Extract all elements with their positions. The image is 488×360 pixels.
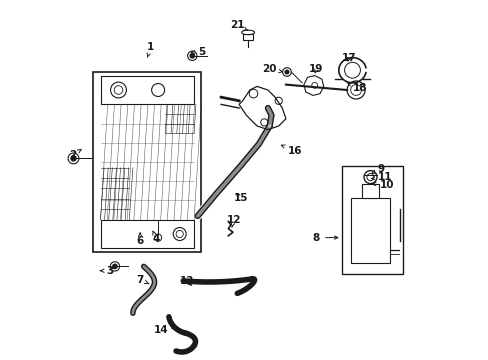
Text: 11: 11	[371, 172, 391, 182]
Text: 4: 4	[152, 231, 160, 244]
Ellipse shape	[241, 30, 254, 35]
Text: 2: 2	[69, 149, 81, 160]
Text: 7: 7	[136, 275, 149, 285]
Bar	[361, 184, 379, 198]
Text: 12: 12	[226, 215, 241, 228]
Bar	[242, 34, 253, 40]
Circle shape	[113, 264, 117, 269]
Text: 21: 21	[229, 20, 247, 30]
Circle shape	[71, 156, 76, 161]
Text: 9: 9	[371, 164, 384, 174]
Text: 8: 8	[312, 233, 337, 243]
Text: 14: 14	[154, 325, 174, 336]
Text: 6: 6	[136, 233, 143, 246]
Text: 16: 16	[281, 145, 302, 156]
Text: 10: 10	[372, 180, 393, 190]
Text: 19: 19	[309, 64, 323, 74]
Bar	[101, 220, 194, 248]
Text: 18: 18	[346, 83, 366, 93]
Text: 13: 13	[179, 276, 194, 286]
Bar	[101, 76, 194, 104]
Bar	[341, 166, 402, 274]
Circle shape	[285, 70, 288, 74]
Text: 5: 5	[191, 47, 204, 57]
Bar	[350, 198, 389, 263]
Text: 3: 3	[100, 266, 113, 276]
Text: 20: 20	[262, 64, 282, 74]
Circle shape	[190, 54, 194, 58]
Text: 1: 1	[147, 42, 154, 57]
Bar	[93, 72, 201, 252]
Text: 15: 15	[233, 193, 247, 203]
Text: 17: 17	[341, 53, 355, 63]
